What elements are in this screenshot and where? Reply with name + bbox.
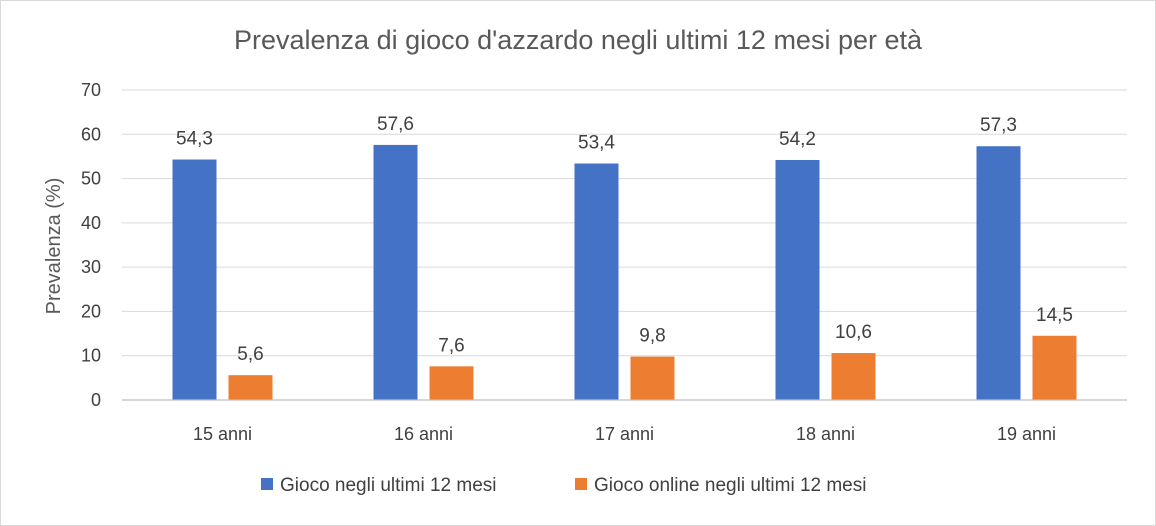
y-axis-label: Prevalenza (%) (43, 178, 65, 315)
legend-label: Gioco negli ultimi 12 mesi (280, 475, 496, 496)
bars (172, 144, 1077, 400)
data-label: 54,3 (176, 129, 213, 150)
y-axis-ticks: 0 10 20 30 40 50 60 70 (81, 80, 101, 410)
y-tick-label: 0 (91, 390, 101, 410)
data-label: 54,2 (779, 129, 816, 150)
data-label: 9,8 (639, 326, 665, 347)
bar-series-1 (172, 159, 217, 400)
bar-series-1 (373, 144, 418, 400)
x-axis-ticks: 15 anni 16 anni 17 anni 18 anni 19 anni (193, 424, 1056, 444)
y-tick-label: 10 (81, 346, 101, 366)
x-tick-label: 16 anni (394, 424, 453, 444)
data-label: 7,6 (438, 335, 464, 356)
legend-swatch (261, 478, 273, 490)
y-tick-label: 20 (81, 301, 101, 321)
y-tick-label: 30 (81, 257, 101, 277)
data-label: 10,6 (835, 322, 872, 343)
bar-series-2 (1032, 335, 1077, 400)
bar-series-1 (775, 159, 820, 400)
x-tick-label: 17 anni (595, 424, 654, 444)
chart-title: Prevalenza di gioco d'azzardo negli ulti… (234, 25, 923, 55)
y-tick-label: 60 (81, 124, 101, 144)
y-tick-label: 40 (81, 213, 101, 233)
legend-swatch (575, 478, 587, 490)
bar-series-2 (429, 366, 474, 400)
y-tick-label: 70 (81, 80, 101, 100)
x-tick-label: 19 anni (997, 424, 1056, 444)
gridlines (122, 89, 1127, 357)
legend: Gioco negli ultimi 12 mesi Gioco online n… (261, 475, 866, 496)
data-labels: 54,3 5,6 57,6 7,6 53,4 9,8 54,2 10,6 57,3 14,5 (176, 114, 1073, 365)
data-label: 14,5 (1036, 305, 1073, 326)
bar-series-2 (630, 356, 675, 400)
bar-series-2 (228, 375, 273, 400)
data-label: 57,6 (377, 114, 414, 135)
legend-label: Gioco online negli ultimi 12 mesi (594, 475, 866, 496)
bar-series-1 (574, 163, 619, 400)
bar-series-1 (976, 146, 1021, 400)
data-label: 53,4 (578, 133, 615, 154)
data-label: 57,3 (980, 115, 1017, 136)
bar-series-2 (831, 353, 876, 400)
data-label: 5,6 (237, 344, 263, 365)
y-tick-label: 50 (81, 169, 101, 189)
x-tick-label: 18 anni (796, 424, 855, 444)
x-tick-label: 15 anni (193, 424, 252, 444)
